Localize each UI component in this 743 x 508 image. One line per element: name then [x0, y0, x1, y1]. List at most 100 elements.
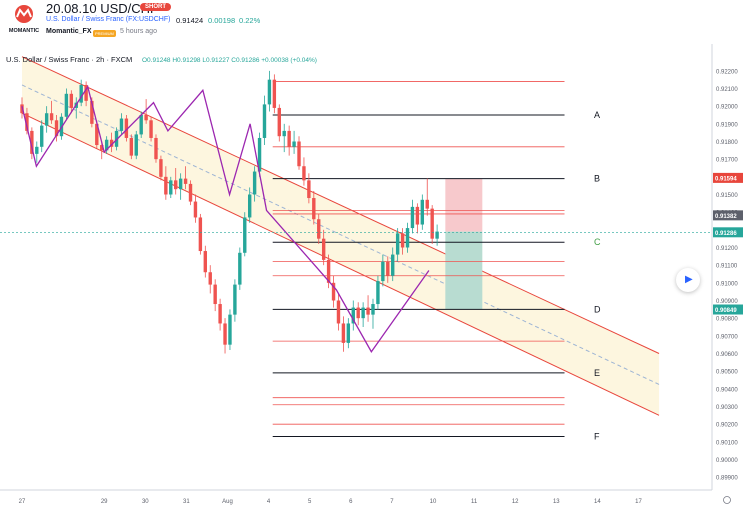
candle-body — [223, 323, 227, 345]
price-tick: 0.90900 — [716, 299, 738, 305]
price-chart[interactable]: A B C D E F 0.92200 0.92100 0.92000 0.91900 0.918… — [0, 44, 743, 508]
candle-body — [144, 115, 148, 121]
time-tick: 29 — [101, 499, 108, 505]
price-tag-bg — [713, 227, 743, 238]
settings-gear-icon — [723, 496, 731, 504]
candle-body — [124, 118, 129, 138]
play-button[interactable]: ▶ — [676, 268, 700, 292]
candle-body — [149, 120, 153, 138]
candle-body — [238, 252, 242, 285]
price-tick: 0.90800 — [716, 317, 738, 323]
candle-body — [64, 93, 69, 117]
price-tick: 0.90000 — [716, 458, 738, 464]
price-tag-bg — [713, 210, 743, 221]
candle-body — [317, 219, 321, 239]
time-tick: 31 — [183, 499, 190, 505]
price-tick: 0.90100 — [716, 440, 738, 446]
candle-body — [391, 254, 395, 276]
level-label-f: F — [594, 432, 600, 442]
candle-body — [326, 259, 331, 283]
candle-body — [252, 171, 257, 195]
chart-legend: U.S. Dollar / Swiss Franc · 2h · FXCM — [6, 55, 132, 64]
candle-body — [312, 198, 316, 220]
candle-body — [282, 130, 286, 137]
candle-body — [119, 118, 124, 131]
candle-body — [386, 261, 390, 276]
candle-body — [420, 199, 425, 225]
time-tick: 13 — [553, 499, 560, 505]
time-tick: 30 — [142, 499, 149, 505]
premium-badge: PREMIUM — [93, 30, 116, 37]
candle-body — [366, 307, 370, 315]
candle-body — [35, 146, 39, 154]
candle-body — [54, 120, 59, 137]
time-tick: 10 — [430, 499, 437, 505]
price-tick: 0.89900 — [716, 476, 738, 482]
candle-body — [178, 178, 183, 190]
price-tick: 0.91100 — [716, 264, 738, 270]
price-tag-label: 0.91286 — [715, 231, 737, 237]
price-tick: 0.90300 — [716, 405, 738, 411]
time-tick: Aug — [222, 499, 233, 505]
candle-body — [95, 123, 99, 146]
level-label-e: E — [594, 368, 600, 378]
candle-body — [198, 217, 203, 252]
candle-body — [287, 130, 291, 147]
candle-body — [100, 145, 104, 151]
time-tick: 5 — [308, 499, 312, 505]
channel-lower-line — [21, 112, 660, 416]
level-label-c: C — [594, 237, 601, 247]
candle-body — [430, 208, 434, 239]
candle-body — [129, 137, 134, 156]
momantic-logo: MOMANTIC — [9, 5, 39, 34]
time-axis: 27 29 30 31 Aug 4 5 6 7 10 11 12 13 14 17 — [0, 489, 731, 505]
candle-body — [164, 176, 168, 195]
time-tick: 17 — [635, 499, 642, 505]
ohlc-readout: O0.91248 H0.91298 L0.91227 C0.91286 +0.0… — [142, 57, 317, 64]
candle-body — [341, 323, 346, 343]
position-zones — [445, 178, 483, 310]
candle-body — [395, 233, 400, 255]
play-icon: ▶ — [685, 274, 693, 285]
channel-median-line — [21, 84, 660, 385]
candle-body — [134, 134, 138, 156]
candle-body — [361, 307, 365, 319]
time-tick: 4 — [267, 499, 271, 505]
last-price: 0.91424 — [176, 16, 204, 25]
candle-body — [30, 130, 34, 154]
candle-body — [208, 272, 212, 285]
candle-body — [371, 304, 375, 315]
candle-body — [302, 166, 306, 181]
candle-body — [49, 113, 54, 121]
chart-header: MOMANTIC 20.08.10 USD/CHF SHORT U.S. Dol… — [0, 0, 743, 44]
author-name[interactable]: Momantic_FX — [46, 28, 92, 35]
candle-body — [405, 228, 410, 248]
candle-body — [79, 84, 83, 103]
price-tick: 0.90200 — [716, 423, 738, 429]
candle-body — [183, 178, 188, 184]
pattern-line — [21, 85, 430, 353]
candle-body — [188, 183, 193, 202]
candle-body — [169, 180, 173, 195]
price-tick: 0.90600 — [716, 352, 738, 358]
candle-body — [203, 251, 208, 273]
symbol-link[interactable]: U.S. Dollar / Swiss Franc (FX:USDCHF) — [46, 16, 171, 23]
candle-body — [336, 300, 341, 324]
candle-body — [104, 139, 109, 151]
price-axis: 0.92200 0.92100 0.92000 0.91900 0.91800 0.917… — [711, 44, 743, 490]
time-tick: 11 — [471, 499, 478, 505]
candle-body — [262, 104, 267, 138]
price-tag-label: 0.90849 — [715, 308, 737, 314]
level-label-d: D — [594, 304, 601, 314]
level-label-b: B — [594, 174, 600, 184]
candle-body — [233, 284, 237, 315]
candle-body — [257, 137, 262, 172]
channel-upper-line — [21, 56, 660, 354]
candle-body — [154, 137, 158, 160]
price-tick: 0.91900 — [716, 122, 738, 128]
price-tick: 0.91500 — [716, 193, 738, 199]
candles-layer — [20, 70, 439, 354]
candle-body — [321, 238, 326, 260]
price-tick: 0.91700 — [716, 158, 738, 164]
candle-body — [435, 231, 439, 239]
